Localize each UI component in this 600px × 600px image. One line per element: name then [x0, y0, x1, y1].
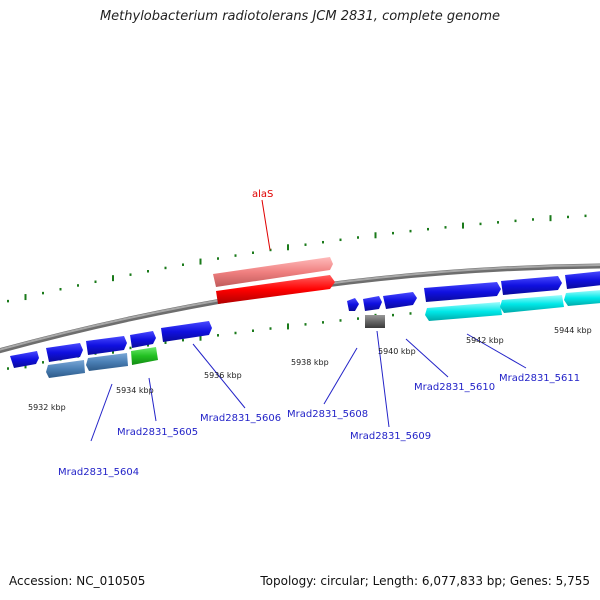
accession-text: Accession: NC_010505 [9, 574, 146, 588]
gene-label-5609[interactable]: Mrad2831_5609 [350, 431, 431, 442]
kbp-label: 5936 kbp [204, 371, 242, 380]
gene-label-5610[interactable]: Mrad2831_5610 [414, 382, 495, 393]
gene-label-5604[interactable]: Mrad2831_5604 [58, 467, 139, 478]
gene-label-5605[interactable]: Mrad2831_5605 [117, 427, 198, 438]
gene-label-5611[interactable]: Mrad2831_5611 [499, 373, 580, 384]
gene-blue-left[interactable] [86, 336, 127, 355]
alaS-callout-line [261, 199, 271, 251]
gene-blue-upper[interactable] [383, 292, 417, 309]
upper-tick-row [7, 214, 587, 303]
gene-blue-upper[interactable] [363, 296, 382, 311]
gene-cyan[interactable] [425, 302, 502, 321]
gene-blue-left[interactable] [130, 331, 156, 348]
alaS-gene[interactable] [216, 275, 335, 304]
gene-label-5606[interactable]: Mrad2831_5606 [200, 413, 281, 424]
callout-lines [90, 330, 527, 442]
gene-blue-left[interactable] [10, 351, 39, 368]
gene-blue-left[interactable] [46, 343, 83, 362]
genome-title: Methylobacterium radiotolerans JCM 2831,… [99, 9, 501, 24]
gene-steelblue-5605[interactable] [86, 353, 128, 371]
gene-label-5608[interactable]: Mrad2831_5608 [287, 409, 368, 420]
kbp-label: 5942 kbp [466, 336, 504, 345]
gene-gray-5609[interactable] [365, 315, 385, 328]
kbp-label: 5938 kbp [291, 358, 329, 367]
gene-blue-left[interactable] [161, 321, 212, 342]
gene-blue-upper[interactable] [565, 271, 600, 289]
gene-blue-upper[interactable] [424, 282, 501, 302]
rrna-pink-feature[interactable] [213, 257, 333, 287]
gene-label-alaS[interactable]: alaS [252, 189, 273, 200]
gene-cyan[interactable] [564, 290, 600, 306]
kbp-label: 5932 kbp [28, 403, 66, 412]
gene-cyan[interactable] [500, 295, 564, 313]
kbp-label: 5944 kbp [554, 326, 592, 335]
kbp-label: 5940 kbp [378, 347, 416, 356]
genome-summary-text: Topology: circular; Length: 6,077,833 bp… [260, 574, 590, 588]
gene-green-5606[interactable] [131, 347, 158, 365]
gene-blue-upper[interactable] [501, 276, 562, 295]
kbp-label: 5934 kbp [116, 386, 154, 395]
gene-blue-upper[interactable] [347, 298, 359, 311]
gene-steelblue-5604[interactable] [46, 360, 85, 378]
